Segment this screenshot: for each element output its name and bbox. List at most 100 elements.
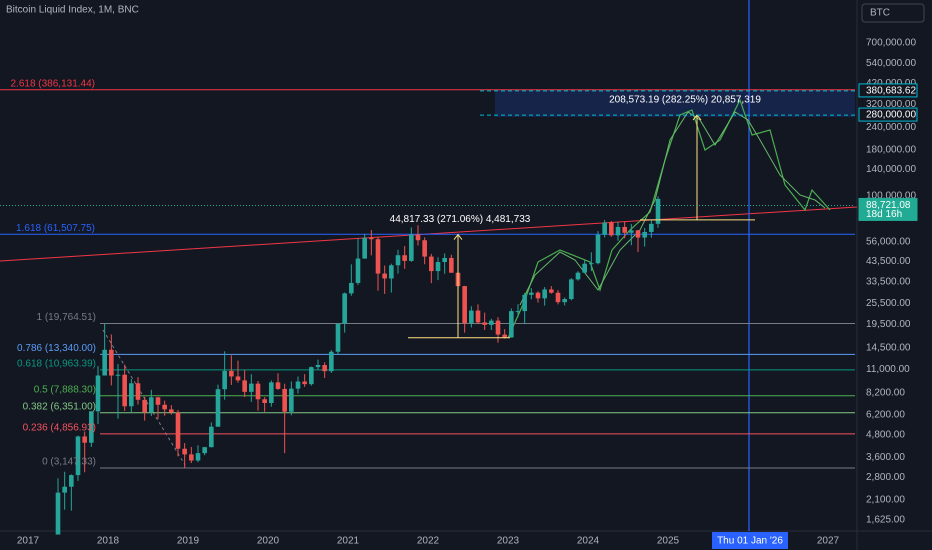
candle-body — [315, 365, 321, 368]
candle-body — [609, 222, 614, 236]
candle-body — [389, 265, 394, 279]
candle-body — [175, 412, 181, 449]
candle-body — [262, 399, 267, 404]
candle-body — [382, 273, 387, 279]
measure-arrowhead — [453, 233, 463, 240]
candle-body — [402, 255, 407, 261]
y-tick-label: 420,000.00 — [866, 78, 916, 89]
candle-body — [115, 374, 121, 376]
candle-body — [482, 322, 487, 325]
y-tick-label: 14,500.00 — [866, 343, 911, 354]
y-tick-label: 240,000.00 — [866, 122, 916, 133]
fib-label: 0.382 (6,351.00) — [23, 401, 96, 412]
candle-body — [155, 397, 161, 405]
x-tick-label: 2020 — [257, 536, 280, 547]
candle-body — [415, 234, 421, 241]
candle-body — [369, 237, 374, 240]
candle-body — [255, 383, 261, 400]
candle-body — [222, 370, 227, 390]
measure-label: 44,817.33 (271.06%) 4,481,733 — [390, 214, 531, 225]
candle-body — [349, 282, 354, 294]
candle-body — [109, 349, 114, 376]
candle-body — [289, 388, 294, 412]
candle-body — [135, 383, 141, 400]
candle-body — [602, 222, 607, 235]
candle-body — [475, 310, 481, 323]
candle-body — [522, 294, 527, 312]
candle-body — [595, 234, 601, 264]
measure-label: 208,573.19 (282.25%) 20,857,319 — [609, 95, 761, 106]
cursor-label: Thu 01 Jan '26 — [717, 536, 783, 547]
candle-body — [649, 223, 654, 232]
x-tick-label: 2021 — [337, 536, 360, 547]
candle-body — [89, 411, 94, 443]
y-tick-label: 56,000.00 — [866, 236, 911, 247]
candle-body — [449, 257, 454, 273]
x-tick-label: 2017 — [17, 536, 40, 547]
candle-body — [269, 382, 274, 404]
candle-body — [249, 383, 254, 392]
candle-body — [75, 436, 81, 476]
fib-label: 2.618 (386,131.44) — [10, 78, 95, 89]
y-tick-label: 6,200.00 — [866, 409, 905, 420]
candle-body — [122, 374, 127, 407]
candle-body — [509, 311, 514, 338]
candle-body — [282, 388, 287, 412]
candle-body — [489, 320, 494, 325]
candle-body — [469, 310, 474, 324]
candle-body — [342, 293, 347, 324]
y-tick-label: 8,200.00 — [866, 387, 905, 398]
y-tick-label: 2,800.00 — [866, 472, 905, 483]
candle-body — [82, 436, 87, 443]
y-tick-label: 540,000.00 — [866, 58, 916, 69]
candle-body — [129, 383, 134, 407]
candle-body — [529, 292, 534, 295]
price-box — [858, 83, 918, 98]
y-tick-label: 180,000.00 — [866, 144, 916, 155]
candle-body — [549, 289, 554, 293]
price-box — [858, 107, 918, 122]
candle-body — [195, 453, 201, 461]
candle-body — [335, 323, 341, 352]
x-tick-label: 2025 — [657, 536, 680, 547]
candle-body — [62, 486, 67, 493]
y-tick-label: 100,000.00 — [866, 191, 916, 202]
currency-box[interactable] — [861, 3, 925, 23]
y-tick-label: 2,100.00 — [866, 494, 905, 505]
candle-body — [589, 263, 594, 265]
candle-body — [55, 492, 61, 535]
candle-body — [435, 262, 441, 272]
candle-body — [149, 397, 154, 413]
candle-body — [209, 426, 214, 448]
chart-title: Bitcoin Liquid Index, 1M, BNC — [6, 5, 139, 16]
y-tick-label: 43,500.00 — [866, 256, 911, 267]
x-tick-label: 2019 — [177, 536, 200, 547]
price-label: 280,000.00 — [866, 110, 916, 121]
fib-trend — [102, 329, 186, 466]
candle-body — [302, 381, 307, 385]
candle-body — [322, 365, 327, 372]
y-tick-label: 19,500.00 — [866, 319, 911, 330]
y-tick-label: 320,000.00 — [866, 99, 916, 110]
candle-body — [355, 258, 361, 283]
candle-body — [429, 256, 434, 272]
projection-path — [519, 111, 826, 306]
candle-body — [502, 334, 507, 338]
y-tick-label: 700,000.00 — [866, 38, 916, 49]
candle-body — [395, 255, 401, 266]
candle-body — [542, 289, 547, 299]
candle-body — [582, 263, 587, 273]
candle-body — [202, 447, 207, 454]
y-tick-label: 140,000.00 — [866, 164, 916, 175]
price-label: 88,721.08 — [866, 200, 911, 211]
currency-label[interactable]: BTC — [870, 8, 890, 19]
fib-label: 0 (3,147.33) — [42, 457, 96, 468]
x-tick-label: 2027 — [817, 536, 840, 547]
candle-body — [329, 351, 334, 372]
x-tick-label: 2018 — [97, 536, 120, 547]
candle-body — [189, 454, 194, 461]
x-tick-label: 2023 — [497, 536, 520, 547]
y-tick-label: 1,625.00 — [866, 515, 905, 526]
